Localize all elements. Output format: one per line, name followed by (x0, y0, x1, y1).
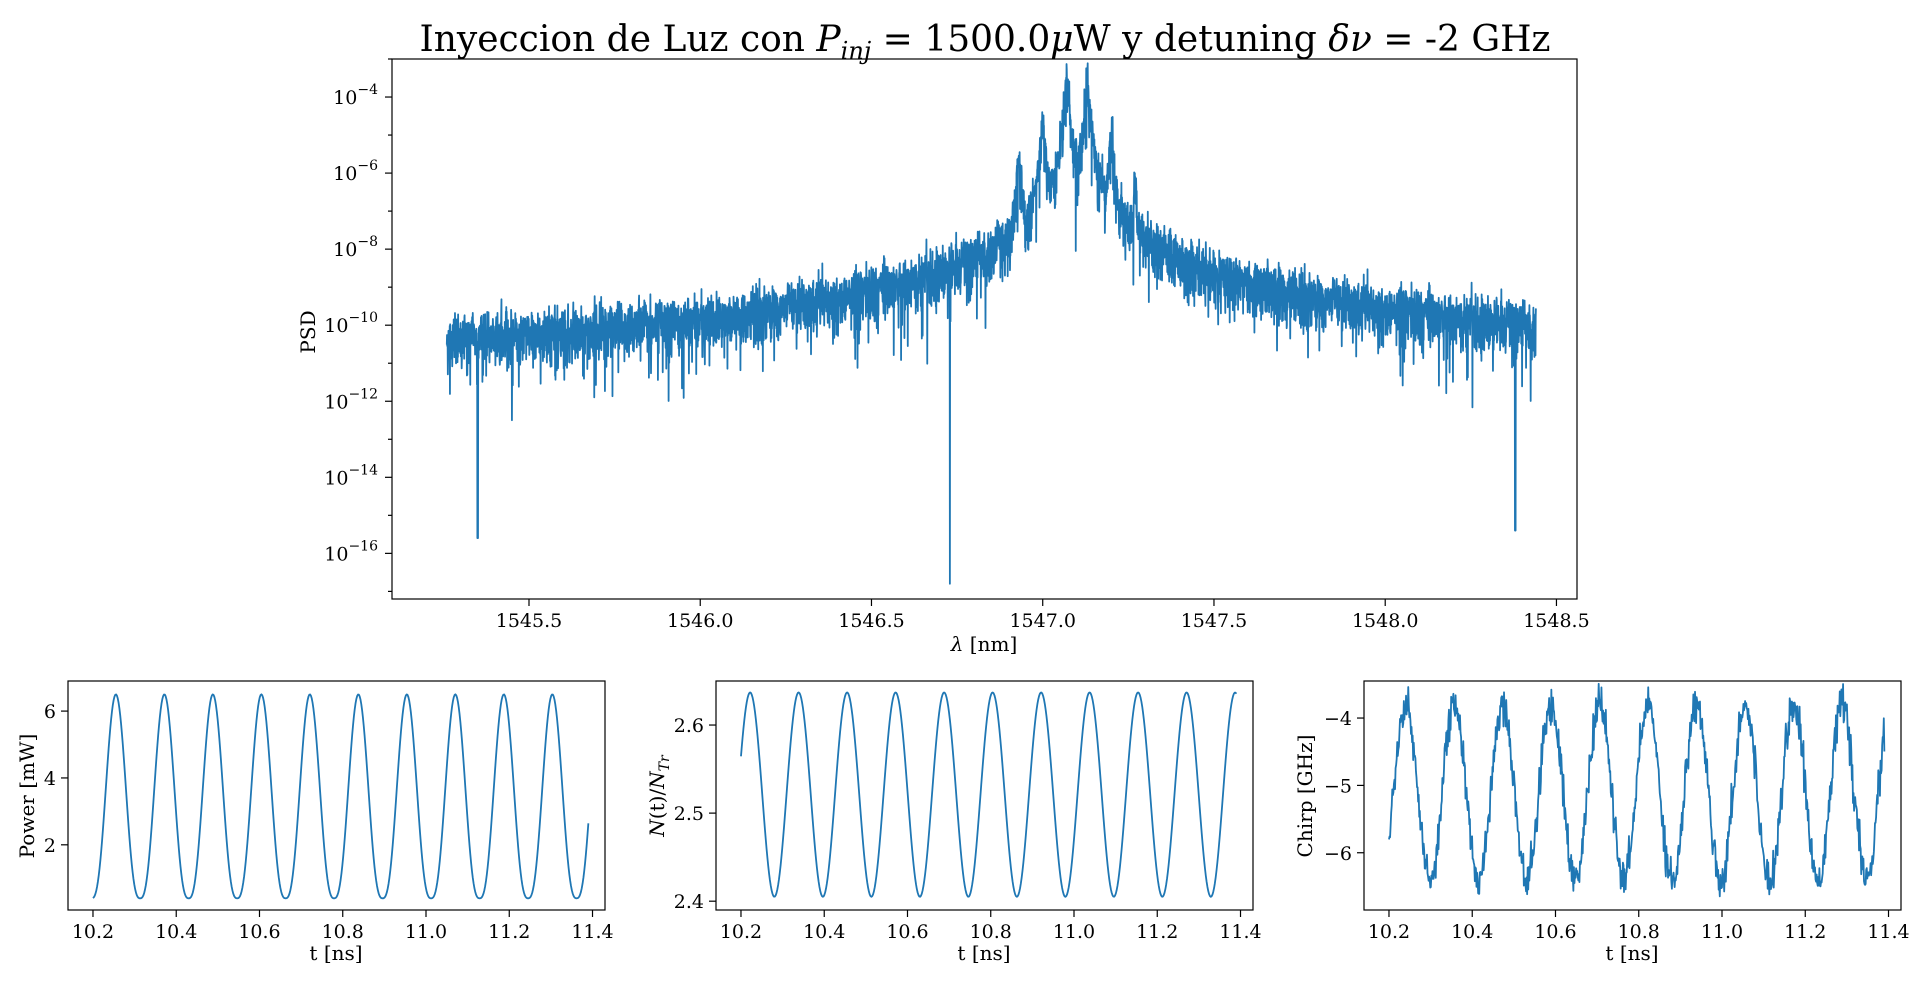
power-x-tick-label: 10.6 (238, 921, 280, 943)
chirp-x-tick-label: 10.8 (1618, 921, 1660, 943)
spectrum-x-tick-label: 1547.0 (1009, 610, 1075, 632)
chirp-x-ticks: 10.2 10.4 10.6 10.8 11.0 11.2 11.4 (1368, 910, 1910, 943)
chirp-y-ticks: −4 −5 −6 (1324, 708, 1364, 865)
power-frame (67, 680, 606, 911)
title-p: P (815, 19, 841, 60)
carriers-y-label-n: N (645, 818, 669, 838)
spectrum-x-tick-label: 1548.0 (1352, 610, 1418, 632)
carriers-x-tick-label: 10.6 (886, 921, 928, 943)
chirp-x-label: t [ns] (1605, 941, 1658, 965)
chirp-x-tick-label: 11.0 (1701, 921, 1743, 943)
spectrum-y-tick-label: 10−16 (324, 538, 378, 565)
title-prefix: Inyeccion de Luz con (419, 19, 816, 60)
spectrum-x-tick-label: 1545.5 (496, 610, 562, 632)
chirp-x-tick-label: 10.4 (1451, 921, 1493, 943)
spectrum-x-tick-label: 1547.5 (1181, 610, 1247, 632)
spectrum-y-ticks: 10−4 10−6 10−8 10−10 10−12 10−14 10−16 (324, 58, 392, 592)
chirp-x-tick-label: 11.4 (1867, 921, 1909, 943)
title-after-mu: W y detuning (1074, 19, 1329, 60)
title-delta: δν (1328, 19, 1372, 60)
spectrum-x-label-unit: [nm] (963, 632, 1017, 656)
spectrum-y-label: PSD (296, 310, 320, 353)
spectrum-y-tick-label: 10−14 (324, 462, 378, 489)
spectrum-y-tick-label: 10−8 (333, 234, 378, 261)
carriers-x-tick-label: 10.2 (720, 921, 762, 943)
chirp-line (1388, 682, 1886, 898)
chirp-x-tick-label: 10.2 (1368, 921, 1410, 943)
spectrum-x-ticks: 1545.5 1546.0 1546.5 1547.0 1547.5 1548.0 1548… (496, 599, 1590, 632)
power-plot: 10.2 10.4 10.6 10.8 11.0 11.2 11.4 246 t [ns] … (15, 680, 614, 965)
spectrum-x-tick-label: 1546.0 (667, 610, 733, 632)
carriers-plot: 10.2 10.4 10.6 10.8 11.0 11.2 11.4 2.4 2.5 2.6 t… (645, 680, 1262, 965)
carriers-x-tick-label: 11.2 (1136, 921, 1178, 943)
chirp-plot: 10.2 10.4 10.6 10.8 11.0 11.2 11.4 −4 −5 −6 t [n… (1293, 680, 1910, 965)
power-series-group (92, 693, 590, 900)
chirp-y-tick-label: −5 (1324, 775, 1352, 797)
power-x-tick-label: 11.2 (488, 921, 530, 943)
power-x-ticks: 10.2 10.4 10.6 10.8 11.0 11.2 11.4 (72, 910, 614, 943)
power-y-label: Power [mW] (15, 734, 39, 859)
power-x-label: t [ns] (309, 941, 362, 965)
power-y-tick-label: 4 (44, 768, 56, 790)
chirp-x-tick-label: 10.6 (1534, 921, 1576, 943)
spectrum-y-tick-label: 10−12 (324, 386, 378, 413)
carriers-series-group (740, 691, 1238, 898)
spectrum-x-label: λ [nm] (950, 632, 1018, 656)
title-end: = -2 GHz (1372, 19, 1551, 60)
spectrum-y-tick-label: 10−6 (333, 158, 378, 185)
carriers-x-tick-label: 11.0 (1053, 921, 1095, 943)
power-x-tick-label: 10.8 (322, 921, 364, 943)
carriers-y-label: N(t)/NTr (645, 754, 673, 838)
carriers-frame (715, 680, 1254, 911)
carriers-y-tick-label: 2.5 (674, 803, 704, 825)
carriers-y-label-sub: Tr (657, 754, 673, 771)
power-x-tick-label: 11.0 (405, 921, 447, 943)
power-x-tick-label: 11.4 (571, 921, 613, 943)
spectrum-plot: 1545.5 1546.0 1546.5 1547.0 1547.5 1548.0 1548… (296, 58, 1590, 656)
figure-title: Inyeccion de Luz con Pinj = 1500.0μW y d… (419, 19, 1550, 65)
spectrum-frame (391, 58, 1578, 600)
title-mu: μ (1050, 19, 1073, 60)
spectrum-x-label-symbol: λ (950, 632, 964, 656)
spectrum-series-group (445, 62, 1537, 585)
carriers-x-label: t [ns] (957, 941, 1010, 965)
spectrum-line (445, 62, 1537, 585)
spectrum-x-tick-label: 1546.5 (838, 610, 904, 632)
power-y-tick-label: 6 (44, 701, 56, 723)
carriers-x-tick-label: 10.8 (970, 921, 1012, 943)
carriers-y-tick-label: 2.6 (674, 715, 704, 737)
carriers-x-tick-label: 11.4 (1219, 921, 1261, 943)
power-x-tick-label: 10.2 (72, 921, 114, 943)
chirp-y-tick-label: −6 (1324, 843, 1352, 865)
chirp-frame (1363, 680, 1902, 911)
spectrum-x-tick-label: 1548.5 (1523, 610, 1589, 632)
carriers-y-label-mid: (t)/ (645, 789, 669, 820)
power-y-ticks: 2 4 6 (44, 701, 68, 857)
title-mid: = 1500.0 (871, 19, 1050, 60)
carriers-x-ticks: 10.2 10.4 10.6 10.8 11.0 11.2 11.4 (720, 910, 1262, 943)
spectrum-y-tick-label: 10−10 (324, 310, 378, 337)
power-y-tick-label: 2 (44, 835, 56, 857)
chirp-series-group (1388, 682, 1886, 898)
carriers-x-tick-label: 10.4 (803, 921, 845, 943)
spectrum-y-tick-label: 10−4 (333, 82, 378, 109)
carriers-y-tick-label: 2.4 (674, 891, 704, 913)
title-p-sub: inj (841, 37, 872, 65)
carriers-line (740, 691, 1238, 898)
chirp-x-tick-label: 11.2 (1784, 921, 1826, 943)
power-x-tick-label: 10.4 (155, 921, 197, 943)
carriers-y-label-n2: N (645, 770, 669, 790)
power-line (92, 693, 590, 900)
carriers-y-ticks: 2.4 2.5 2.6 (674, 715, 716, 913)
chirp-y-label: Chirp [GHz] (1293, 735, 1317, 858)
chirp-y-tick-label: −4 (1324, 708, 1352, 730)
